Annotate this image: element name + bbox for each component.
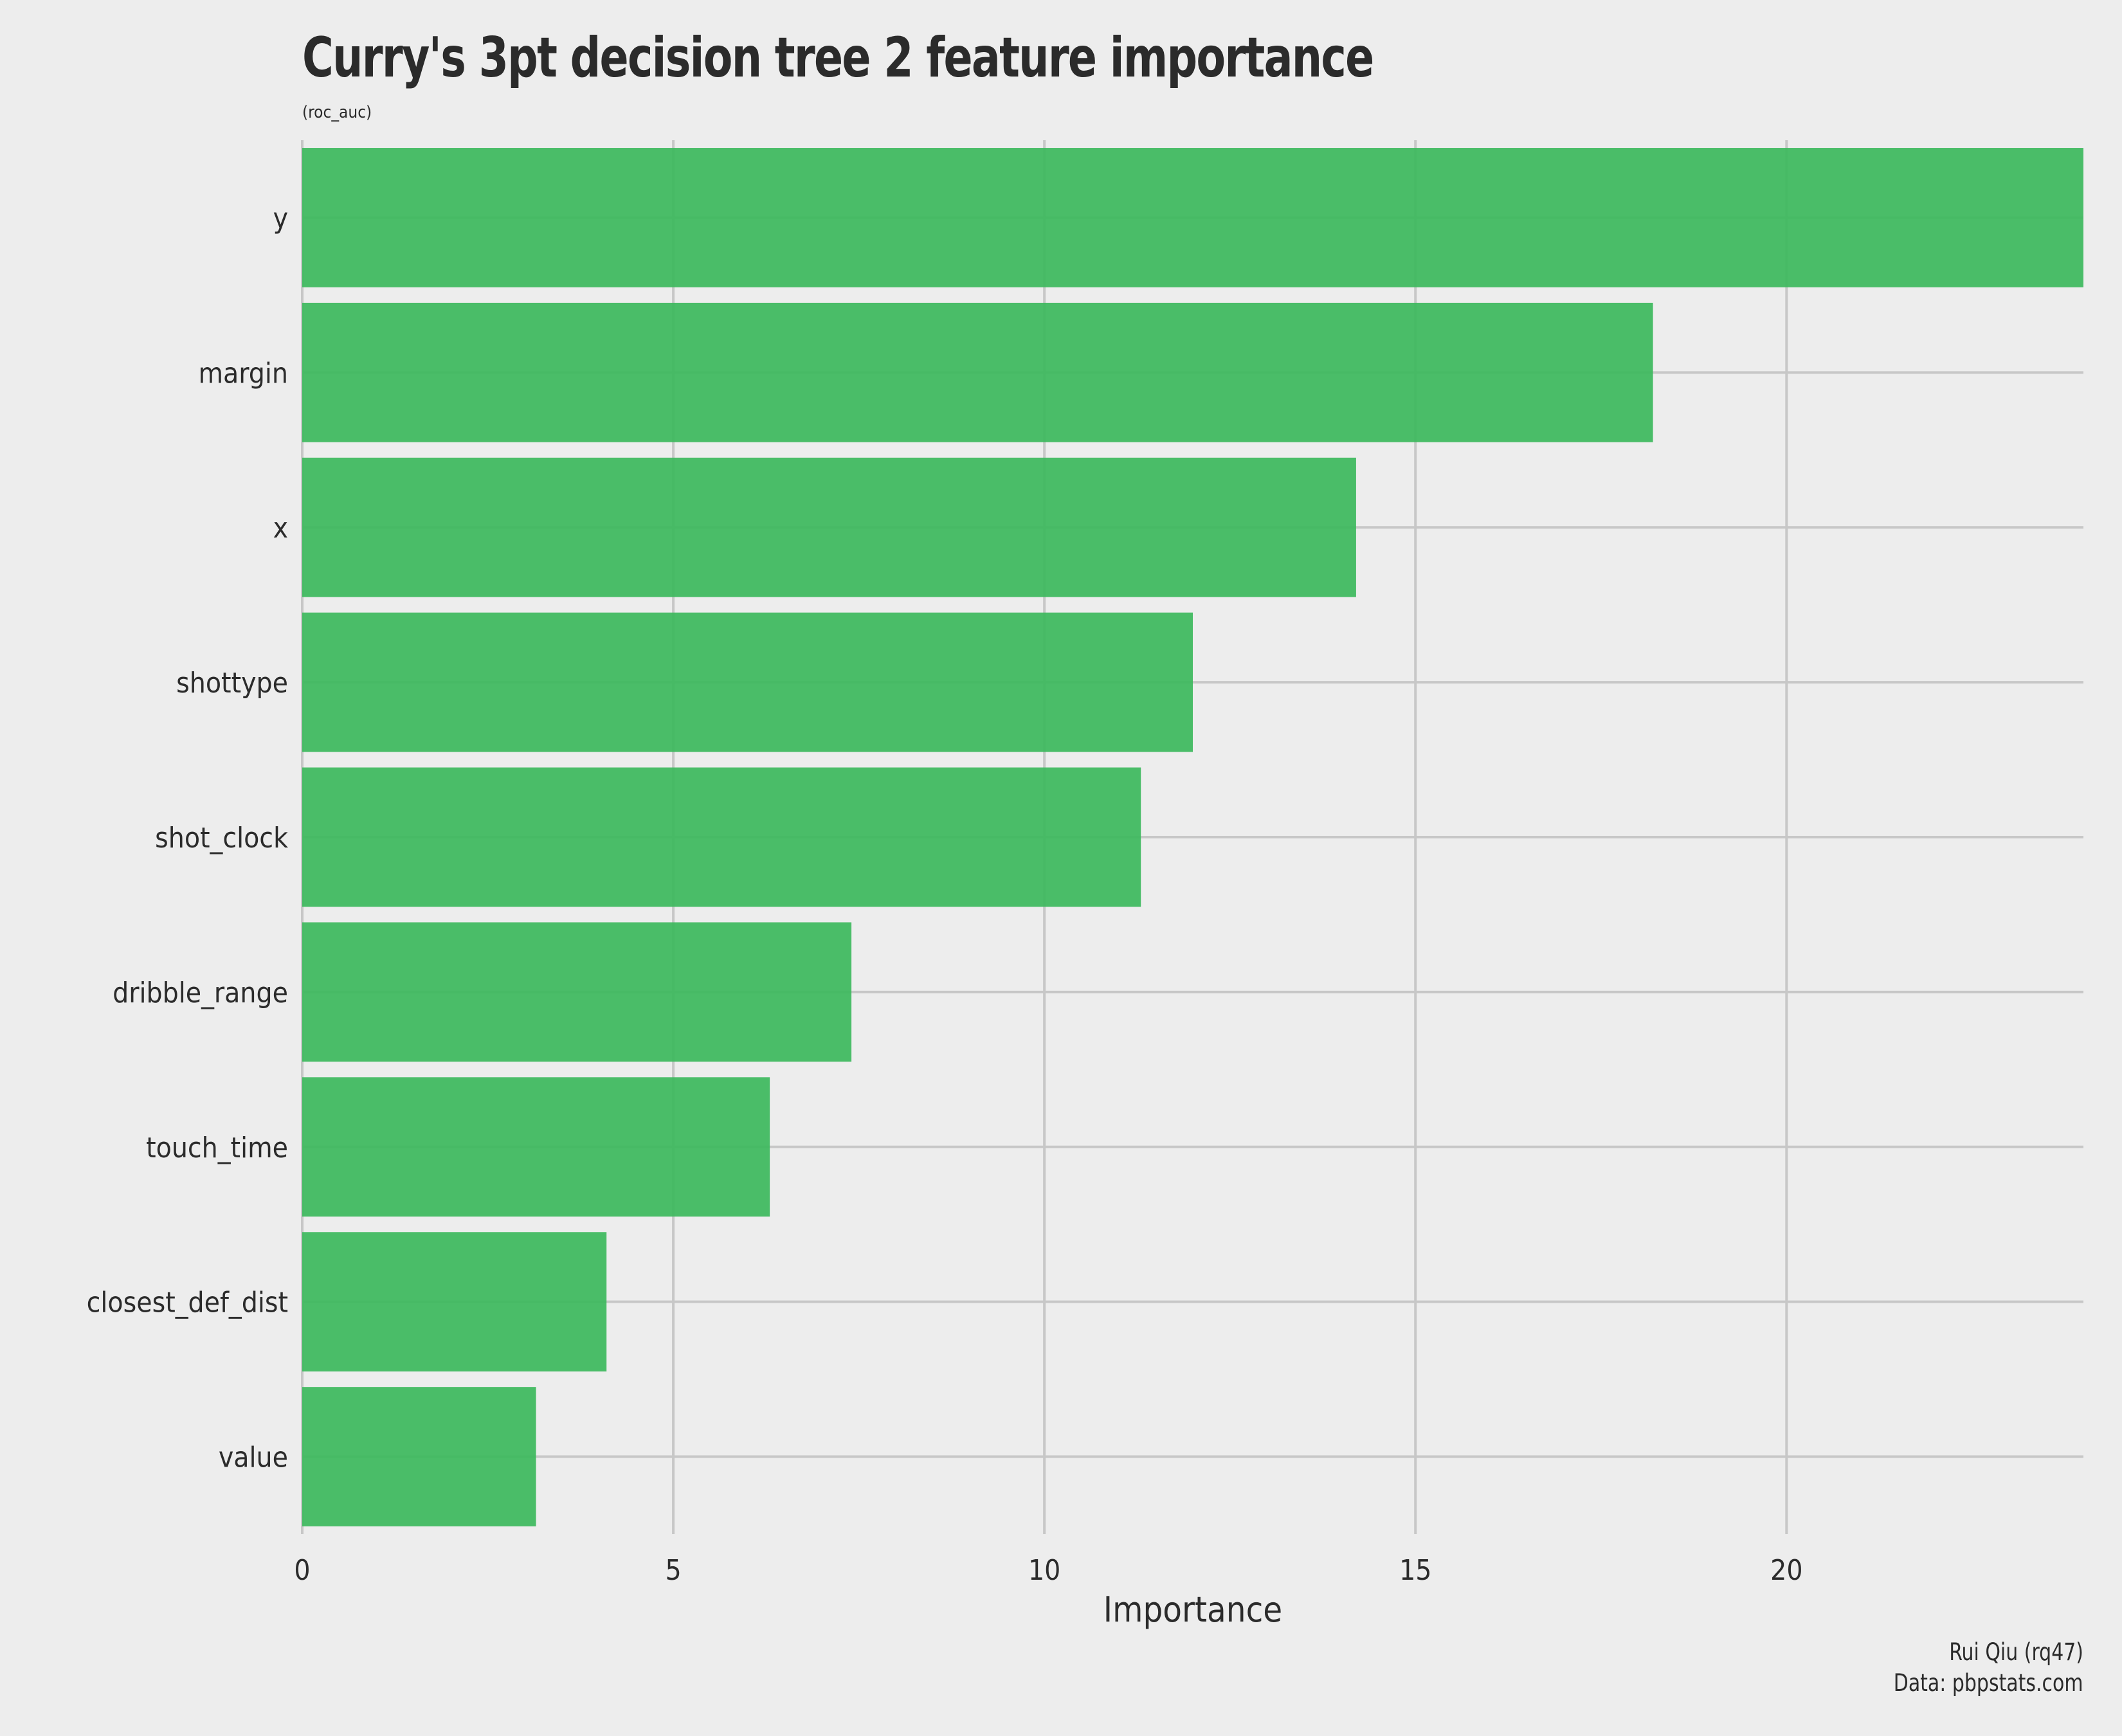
- bar-margin: [302, 302, 1653, 442]
- y-tick-label: shot_clock: [155, 822, 288, 854]
- bar-value: [302, 1387, 536, 1526]
- bars: [302, 148, 2083, 1526]
- x-tick-label: 0: [294, 1554, 310, 1587]
- x-axis-title: Importance: [1103, 1589, 1282, 1630]
- x-tick-label: 10: [1028, 1554, 1060, 1587]
- bar-shot-clock: [302, 767, 1141, 907]
- y-tick-label: margin: [198, 357, 288, 390]
- y-tick-label: x: [273, 512, 288, 545]
- bar-x: [302, 457, 1356, 597]
- y-tick-label: value: [219, 1442, 288, 1474]
- caption-author: Rui Qiu (rq47): [1949, 1638, 2083, 1666]
- y-tick-label: touch_time: [146, 1132, 288, 1164]
- chart-title: Curry's 3pt decision tree 2 feature impo…: [302, 26, 1374, 90]
- caption-source: Data: pbpstats.com: [1894, 1669, 2083, 1697]
- y-tick-label: shottype: [176, 667, 288, 700]
- x-tick-labels: 0 5 10 15 20: [294, 1554, 1802, 1587]
- bar-closest-def-dist: [302, 1232, 607, 1372]
- bar-y: [302, 148, 2083, 287]
- y-tick-label: closest_def_dist: [87, 1287, 288, 1319]
- chart-subtitle: (roc_auc): [302, 103, 372, 122]
- bar-dribble-range: [302, 922, 852, 1062]
- x-tick-label: 5: [665, 1554, 681, 1587]
- bar-shottype: [302, 612, 1193, 752]
- y-tick-label: y: [273, 202, 288, 235]
- x-tick-label: 15: [1399, 1554, 1431, 1587]
- y-tick-label: dribble_range: [113, 977, 288, 1009]
- y-tick-labels: y margin x shottype shot_clock dribble_ranget…: [87, 202, 288, 1474]
- bar-touch-time: [302, 1077, 770, 1217]
- x-tick-label: 20: [1770, 1554, 1802, 1587]
